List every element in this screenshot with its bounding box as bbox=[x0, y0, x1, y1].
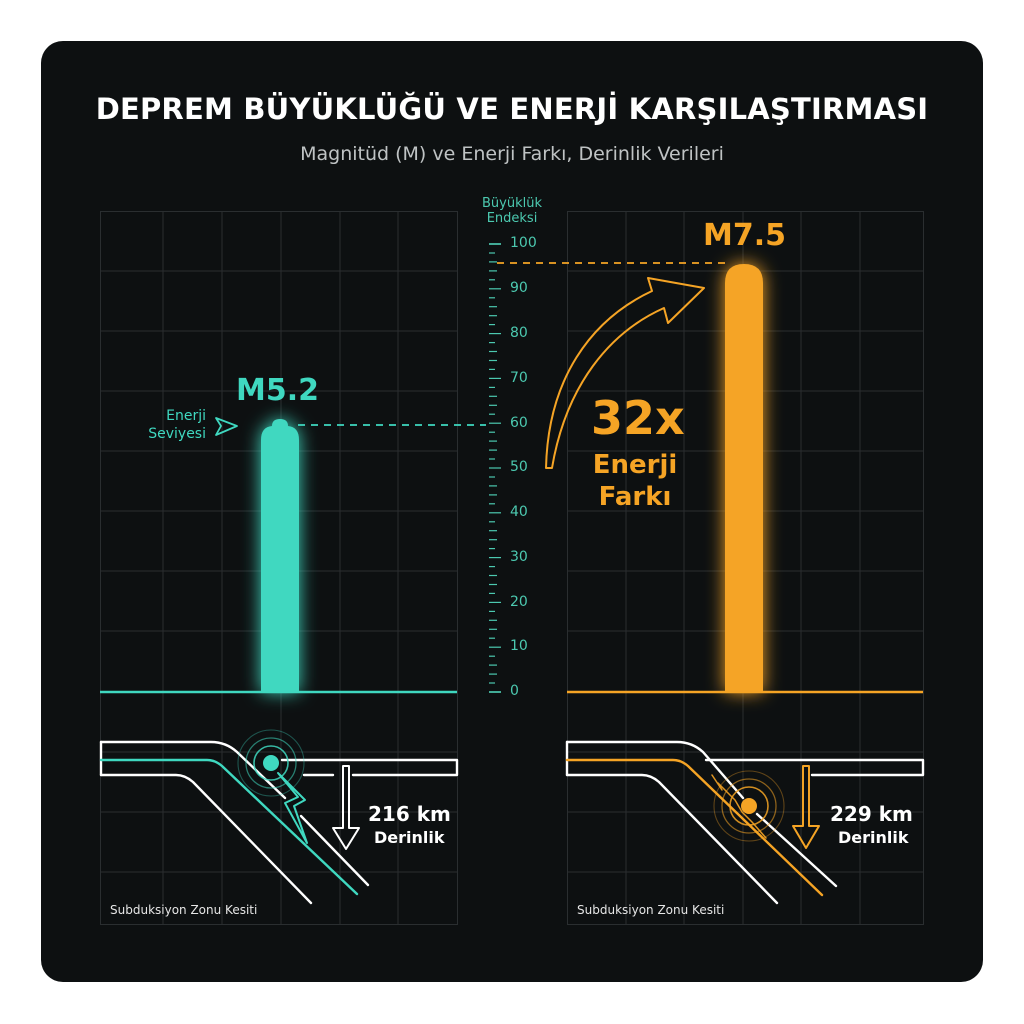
energy-level-label: Enerji Seviyesi bbox=[140, 407, 206, 443]
left-depth-arrow-icon bbox=[332, 765, 360, 850]
energy-difference-line1: Enerji bbox=[592, 450, 678, 480]
tick-90: 90 bbox=[510, 280, 528, 296]
left-hypocenter-icon bbox=[263, 755, 279, 771]
tick-10: 10 bbox=[510, 638, 528, 654]
tick-60: 60 bbox=[510, 415, 528, 431]
right-depth-label: Derinlik bbox=[838, 828, 909, 847]
energy-difference-arrow-icon bbox=[545, 277, 705, 469]
tick-0: 0 bbox=[510, 683, 519, 699]
page-title: DEPREM BÜYÜKLÜĞÜ VE ENERJİ KARŞILAŞTIRMA… bbox=[95, 92, 929, 126]
axis-title: Büyüklük Endeksi bbox=[474, 196, 550, 226]
right-hypocenter-icon bbox=[741, 798, 757, 814]
tick-80: 80 bbox=[510, 325, 528, 341]
page-subtitle: Magnitüd (M) ve Enerji Farkı, Derinlik V… bbox=[300, 143, 724, 165]
left-depth-label: Derinlik bbox=[374, 828, 445, 847]
right-bar bbox=[725, 264, 763, 692]
tick-100: 100 bbox=[510, 235, 537, 251]
energy-difference-label: Enerji Farkı bbox=[585, 449, 685, 513]
axis-minor-ticks bbox=[489, 243, 501, 693]
left-subduction-diagram bbox=[99, 729, 459, 905]
right-depth-arrow-icon bbox=[792, 765, 820, 849]
tick-70: 70 bbox=[510, 370, 528, 386]
energy-factor: 32x bbox=[591, 391, 685, 445]
energy-level-line2: Seviyesi bbox=[148, 426, 206, 442]
tick-20: 20 bbox=[510, 594, 528, 610]
right-depth-value: 229 km bbox=[830, 802, 913, 826]
axis-title-line1: Büyüklük bbox=[482, 196, 542, 211]
right-caption: Subduksiyon Zonu Kesiti bbox=[577, 903, 725, 917]
tick-50: 50 bbox=[510, 459, 528, 475]
left-bar bbox=[261, 419, 299, 692]
tick-40: 40 bbox=[510, 504, 528, 520]
right-subduction-diagram bbox=[565, 740, 925, 905]
energy-level-line1: Enerji bbox=[166, 408, 206, 424]
right-magnitude-label: M7.5 bbox=[703, 218, 786, 253]
left-depth-value: 216 km bbox=[368, 802, 451, 826]
tick-30: 30 bbox=[510, 549, 528, 565]
left-caption: Subduksiyon Zonu Kesiti bbox=[110, 903, 258, 917]
energy-difference-line2: Farkı bbox=[598, 482, 672, 512]
energy-level-arrow-icon bbox=[215, 417, 238, 436]
left-magnitude-label: M5.2 bbox=[236, 373, 319, 408]
axis-title-line2: Endeksi bbox=[486, 211, 538, 226]
